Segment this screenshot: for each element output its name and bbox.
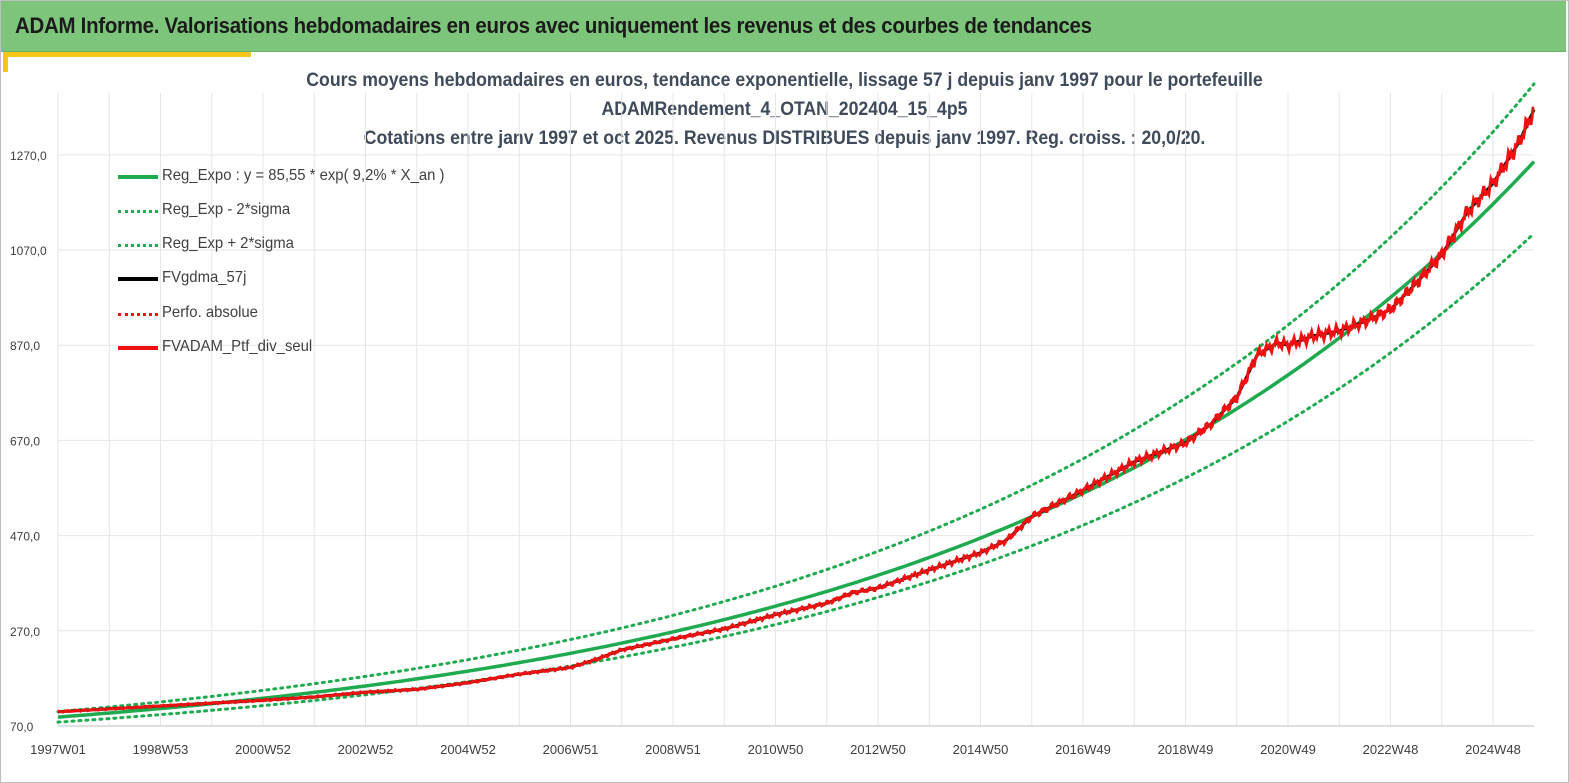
series-fvadam-ptf-div-seul — [57, 106, 1535, 714]
x-tick-label: 2016W49 — [1055, 742, 1111, 757]
x-tick-label: 1997W01 — [30, 742, 86, 757]
y-tick-label: 670,0 — [10, 434, 40, 448]
legend-label: FVADAM_Ptf_div_seul — [162, 338, 313, 355]
page-title: ADAM Informe. Valorisations hebdomadaire… — [15, 13, 1092, 38]
x-tick-label: 2002W52 — [338, 742, 394, 757]
series-fvgdma-57j — [58, 109, 1536, 714]
x-tick-label: 2006W51 — [543, 742, 599, 757]
x-tick-label: 2010W50 — [748, 742, 804, 757]
chart-series — [56, 82, 1536, 724]
x-tick-label: 2008W51 — [645, 742, 701, 757]
y-tick-label: 870,0 — [10, 339, 40, 353]
y-tick-label: 1270,0 — [10, 149, 47, 163]
legend-label: Reg_Exp + 2*sigma — [162, 235, 294, 252]
series-reg-expo — [57, 160, 1536, 719]
chart-title-line-1: Cours moyens hebdomadaires en euros, ten… — [306, 70, 1263, 91]
x-tick-label: 2014W50 — [953, 742, 1009, 757]
legend-label: Reg_Expo : y = 85,55 * exp( 9,2% * X_an … — [162, 167, 445, 184]
legend-label: Reg_Exp - 2*sigma — [162, 201, 291, 218]
y-axis: 70,0 270,0 470,0 670,0 870,0 1070,0 1270,0 — [10, 149, 47, 734]
y-tick-label: 470,0 — [10, 530, 40, 544]
series-reg-exp-plus-2-sigma — [56, 82, 1536, 714]
series-reg-exp-minus-2-sigma — [56, 231, 1536, 724]
x-tick-label: 1998W53 — [133, 742, 189, 757]
x-tick-label: 2004W52 — [440, 742, 496, 757]
x-tick-label: 2000W52 — [235, 742, 291, 757]
chart-title-line-2: ADAMRendement_4_OTAN_202404_15_4p5 — [601, 99, 968, 120]
x-axis: 1997W01 1998W53 2000W52 2002W52 2004W52 2006W… — [30, 725, 1534, 757]
x-tick-label: 2012W50 — [850, 742, 906, 757]
chart-grid — [57, 93, 1534, 727]
header-bar: ADAM Informe. Valorisations hebdomadaire… — [1, 1, 1566, 52]
accent-bar — [3, 52, 251, 57]
legend-label: FVgdma_57j — [162, 269, 247, 286]
y-tick-label: 70,0 — [10, 720, 34, 734]
x-tick-label: 2024W48 — [1465, 742, 1521, 757]
accent-bar-vertical — [3, 52, 8, 72]
y-tick-label: 1070,0 — [10, 244, 47, 258]
legend-label: Perfo. absolue — [162, 304, 258, 321]
x-tick-label: 2018W49 — [1158, 742, 1214, 757]
x-tick-label: 2020W49 — [1260, 742, 1316, 757]
x-tick-label: 2022W48 — [1363, 742, 1419, 757]
chart-title-line-3: Cotations entre janv 1997 et oct 2025. R… — [363, 128, 1206, 149]
y-tick-label: 270,0 — [10, 625, 40, 639]
